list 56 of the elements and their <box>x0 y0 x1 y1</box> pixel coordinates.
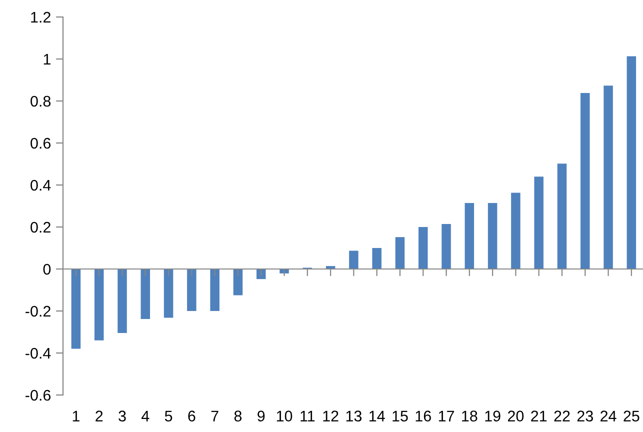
x-tick-label: 16 <box>416 410 431 422</box>
bar <box>534 176 544 269</box>
bar <box>418 227 428 269</box>
y-tick-label: 1.2 <box>31 12 50 23</box>
x-tick-label: 8 <box>234 410 242 422</box>
x-tick-label: 9 <box>258 410 265 422</box>
x-tick-label: 11 <box>300 410 315 422</box>
bar <box>511 192 520 269</box>
x-tick-label: 7 <box>211 410 218 422</box>
bar <box>187 269 196 311</box>
y-tick-label: -0.4 <box>26 348 51 359</box>
bar <box>118 269 127 334</box>
bar <box>164 269 174 318</box>
y-tick-label: 0.8 <box>30 96 51 107</box>
bar <box>372 248 382 269</box>
bar <box>464 203 474 269</box>
bar <box>580 93 590 269</box>
x-tick-label: 3 <box>118 410 126 422</box>
x-tick-label: 23 <box>577 410 593 422</box>
y-tick-label: 0.4 <box>30 180 51 191</box>
x-tick-label: 13 <box>346 410 362 422</box>
y-tick-label: -0.2 <box>26 306 50 317</box>
x-tick-label: 18 <box>462 410 478 422</box>
bar <box>210 269 220 311</box>
y-tick-label: -0.6 <box>26 390 51 401</box>
bar <box>488 203 498 269</box>
y-tick-label: 0.2 <box>30 222 50 233</box>
x-tick-label: 6 <box>188 410 196 422</box>
x-tick-label: 25 <box>624 410 640 422</box>
y-tick-label: 0.6 <box>30 138 51 149</box>
bar <box>71 269 81 349</box>
bar <box>442 224 451 269</box>
y-tick-label: 0 <box>43 264 51 275</box>
x-tick-label: 10 <box>276 410 292 422</box>
bar <box>395 237 405 269</box>
y-tick-label: 1 <box>44 54 50 65</box>
x-tick-label: 17 <box>438 410 454 422</box>
bar <box>233 269 243 296</box>
x-tick-label: 15 <box>392 410 408 422</box>
bar <box>604 86 613 269</box>
x-tick-label: 21 <box>531 410 547 422</box>
x-tick-label: 12 <box>323 410 338 422</box>
x-tick-label: 4 <box>141 410 150 422</box>
bar <box>349 250 358 269</box>
x-tick-label: 2 <box>96 410 103 422</box>
bar <box>94 269 104 340</box>
x-tick-label: 24 <box>600 410 616 422</box>
bar <box>626 56 636 269</box>
x-tick-label: 5 <box>164 410 172 422</box>
x-tick-label: 14 <box>370 410 385 422</box>
x-tick-label: 20 <box>508 410 524 422</box>
x-tick-label: 22 <box>554 410 570 422</box>
bar <box>557 164 567 269</box>
x-tick-label: 19 <box>485 410 500 422</box>
bar <box>140 269 150 319</box>
x-tick-label: 1 <box>72 410 80 422</box>
